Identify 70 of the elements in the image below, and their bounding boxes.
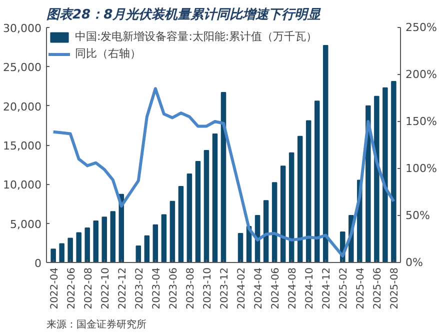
x-tick-label: 2024-04	[254, 267, 265, 310]
x-tick-label: 2024-10	[304, 267, 316, 310]
bar	[161, 214, 167, 262]
x-tick-label: 2022-06	[66, 267, 78, 310]
bar	[144, 235, 150, 262]
x-tick-label: 2024-08	[288, 267, 299, 310]
bar	[68, 238, 73, 262]
y-tick-label: 10,000	[3, 178, 42, 192]
bar	[170, 200, 176, 262]
x-tick-label: 2023-02	[134, 267, 146, 310]
line-series	[52, 87, 396, 258]
bar	[391, 81, 396, 262]
bar	[314, 100, 320, 262]
x-tick-label: 2022-08	[83, 267, 94, 310]
bar	[220, 92, 226, 262]
bar	[195, 160, 201, 262]
source-note: 来源：国金证券研究所	[46, 318, 146, 330]
bar	[102, 216, 107, 262]
y-tick-label: 15,000	[3, 140, 42, 152]
x-tick-label: 2022-04	[49, 267, 60, 310]
x-tick-label: 2024-06	[270, 267, 282, 310]
bar	[50, 248, 56, 262]
bar	[306, 120, 312, 262]
bar	[280, 166, 286, 262]
y2-tick-label: 0%	[406, 256, 423, 269]
bar	[263, 200, 269, 262]
legend-label: 中国:发电新增设备容量:太阳能:累计值（万千瓦）	[75, 29, 318, 44]
bar	[374, 96, 380, 262]
bar	[59, 243, 64, 262]
bar	[322, 45, 328, 262]
y2-tick-label: 50%	[406, 209, 430, 222]
x-tick-label: 2023-12	[220, 267, 230, 310]
bar	[84, 228, 90, 262]
y2-tick-label: 100%	[406, 162, 437, 175]
y2-tick-label: 200%	[406, 68, 437, 81]
y-tick-label: 25,000	[3, 61, 42, 74]
bar	[152, 224, 158, 262]
y-tick-label: 30,000	[3, 22, 42, 35]
bar	[93, 220, 98, 262]
bar	[238, 233, 244, 262]
bar	[136, 246, 142, 262]
x-tick-label: 2025-04	[356, 267, 367, 310]
bar	[382, 87, 388, 262]
bar	[288, 152, 294, 262]
bar	[110, 211, 116, 262]
bar	[297, 136, 303, 262]
bar	[204, 150, 210, 262]
x-tick-label: 2022-12	[117, 267, 128, 310]
y-tick-label: 20,000	[3, 100, 42, 114]
y-tick-label: 0	[34, 257, 42, 270]
chart-title: 图表28：8月光伏装机量累计同比增速下行明显	[46, 8, 322, 22]
x-tick-label: 2023-06	[168, 267, 180, 310]
x-tick-label: 2024-02	[236, 267, 248, 310]
bar	[272, 182, 278, 262]
y2-tick-label: 250%	[406, 21, 437, 34]
y2-tick-label: 150%	[406, 115, 437, 128]
x-tick-label: 2025-08	[390, 267, 401, 310]
bar	[212, 134, 218, 262]
bar	[186, 173, 192, 262]
y-tick-label: 5,000	[10, 218, 42, 231]
x-tick-label: 2022-10	[100, 267, 112, 310]
x-tick-label: 2023-10	[202, 267, 214, 310]
x-tick-label: 2023-08	[185, 267, 196, 310]
x-tick-label: 2023-04	[151, 267, 162, 310]
legend-label: 同比（右轴）	[75, 46, 141, 61]
x-tick-label: 2025-06	[372, 267, 384, 310]
bar	[178, 186, 184, 262]
bar	[76, 232, 82, 262]
x-tick-label: 2024-12	[322, 267, 333, 310]
x-tick-label: 2025-02	[338, 267, 350, 310]
